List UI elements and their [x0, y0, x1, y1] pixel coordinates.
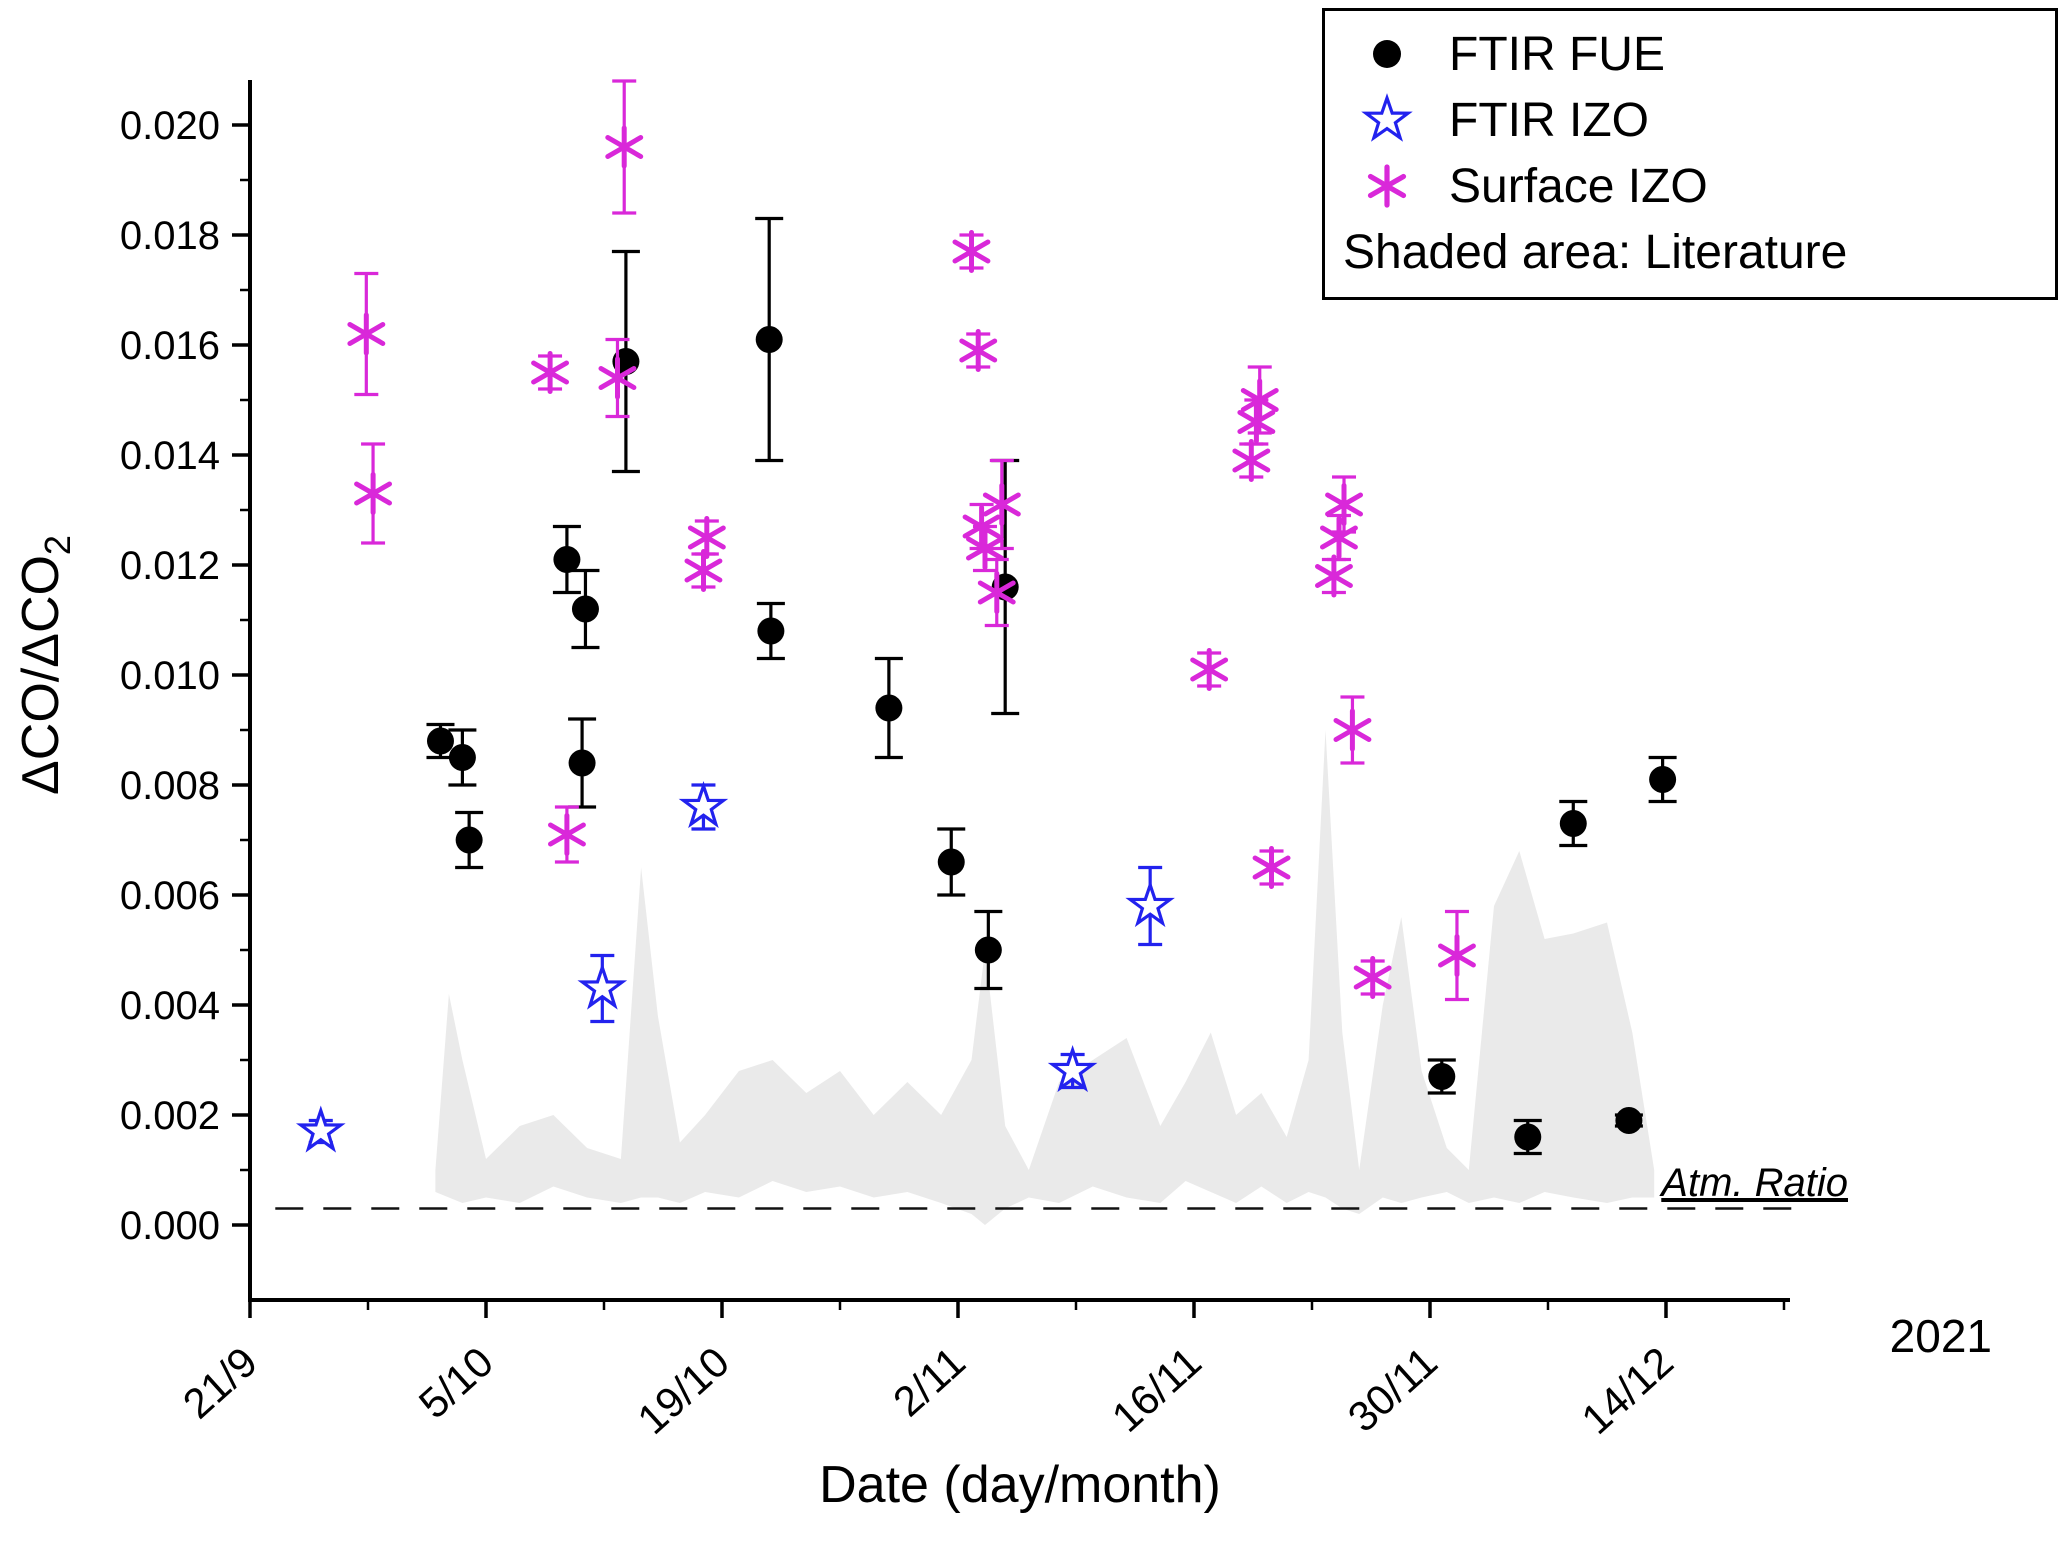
asterisk-icon — [1325, 156, 1449, 216]
surface-izo-point — [1237, 400, 1276, 444]
surface-izo-point — [605, 125, 644, 169]
surface-izo-point — [977, 571, 1016, 614]
y-tick-label: 0.014 — [120, 434, 220, 478]
ftir-izo-point — [577, 962, 628, 1010]
ftir-fue-point — [974, 936, 1002, 964]
y-tick-label: 0.000 — [120, 1204, 220, 1248]
open-star-icon — [1325, 90, 1449, 150]
x-tick-label: 5/10 — [410, 1338, 502, 1428]
legend-item-shaded-area: Shaded area: Literature — [1325, 219, 2055, 285]
ftir-fue-point — [1559, 810, 1587, 837]
ftir-fue-point — [571, 595, 599, 623]
surface-izo-point — [598, 356, 637, 400]
ftir-fue-point — [757, 617, 785, 645]
legend-item-surface-izo: Surface IZO — [1325, 153, 2055, 219]
y-tick-label: 0.018 — [120, 214, 220, 258]
ftir-izo-point — [678, 780, 729, 829]
x-tick-label: 14/12 — [1572, 1338, 1682, 1443]
surface-izo-point — [959, 329, 998, 372]
y-tick-label: 0.020 — [120, 104, 220, 148]
y-tick-label: 0.010 — [120, 654, 220, 698]
surface-izo-point — [1320, 516, 1358, 559]
surface-izo-point — [347, 312, 386, 356]
filled-circle-icon — [1325, 24, 1449, 84]
ftir-izo-point — [1125, 879, 1175, 928]
literature-shaded-area — [435, 730, 1655, 1225]
surface-izo-point — [952, 230, 991, 273]
legend: FTIR FUE FTIR IZO Surface IZO — [1322, 8, 2058, 300]
legend-label-surface-izo: Surface IZO — [1449, 159, 1708, 213]
year-label: 2021 — [1890, 1310, 1992, 1362]
ftir-fue-point — [1615, 1107, 1643, 1134]
surface-izo-point — [548, 813, 586, 856]
ftir-fue-point — [448, 744, 476, 771]
surface-izo-point — [1438, 934, 1476, 977]
surface-izo-point — [1315, 554, 1353, 598]
x-tick-label: 30/11 — [1339, 1338, 1446, 1441]
ftir-fue-point — [426, 727, 454, 755]
x-tick-label: 19/10 — [628, 1338, 738, 1443]
legend-item-ftir-fue: FTIR FUE — [1325, 21, 2055, 87]
surface-izo-point — [982, 483, 1021, 526]
y-tick-label: 0.004 — [120, 984, 220, 1028]
ftir-fue-point — [1514, 1123, 1542, 1151]
ftir-izo-point — [1047, 1044, 1098, 1093]
surface-izo-point — [1325, 483, 1363, 526]
surface-izo-point — [1333, 708, 1372, 752]
surface-izo-point — [1252, 846, 1291, 889]
y-tick-label: 0.002 — [120, 1094, 220, 1138]
y-tick-label: 0.016 — [120, 324, 220, 368]
ftir-izo-point — [295, 1105, 346, 1153]
ftir-fue-point — [1649, 766, 1677, 793]
legend-item-ftir-izo: FTIR IZO — [1325, 87, 2055, 153]
y-tick-label: 0.008 — [120, 764, 220, 808]
x-tick-label: 16/11 — [1103, 1338, 1210, 1441]
x-tick-label: 21/9 — [174, 1338, 266, 1428]
ftir-fue-point — [755, 326, 783, 353]
surface-izo-point — [1190, 648, 1229, 691]
surface-izo-point — [531, 351, 569, 394]
surface-izo-point — [684, 549, 723, 592]
ftir-fue-point — [937, 848, 965, 876]
surface-izo-point — [354, 472, 392, 515]
ftir-fue-point — [1428, 1063, 1456, 1090]
legend-label-ftir-izo: FTIR IZO — [1449, 93, 1649, 147]
legend-label-shaded-area: Shaded area: Literature — [1343, 225, 1848, 279]
x-axis-title: Date (day/month) — [819, 1456, 1221, 1514]
legend-label-ftir-fue: FTIR FUE — [1449, 27, 1665, 81]
surface-izo-point — [1240, 378, 1279, 422]
atm-ratio-label: Atm. Ratio — [1659, 1161, 1848, 1205]
y-tick-label: 0.012 — [120, 544, 220, 588]
ftir-fue-point — [568, 749, 596, 777]
x-tick-label: 2/11 — [884, 1338, 974, 1426]
surface-izo-point — [687, 516, 726, 559]
ftir-fue-point — [455, 826, 483, 854]
y-tick-label: 0.006 — [120, 874, 220, 918]
ftir-fue-point — [553, 546, 581, 573]
y-axis-title: ΔCO/ΔCO2 — [12, 535, 78, 795]
surface-izo-point — [1353, 956, 1392, 999]
surface-izo-point — [966, 527, 1004, 570]
surface-izo-point — [1232, 439, 1271, 482]
ftir-fue-point — [875, 694, 903, 722]
